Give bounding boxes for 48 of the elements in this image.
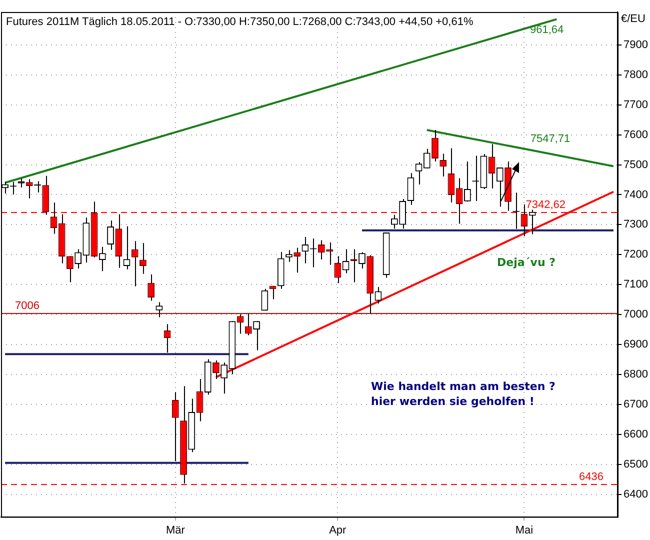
candlestick bbox=[123, 226, 130, 270]
annotation: Wie handelt man am besten ? bbox=[371, 380, 556, 393]
y-tick-label: 7800 bbox=[624, 68, 648, 81]
y-tick-label: 6500 bbox=[624, 458, 648, 470]
candlestick bbox=[164, 324, 171, 354]
y-tick-label: 7400 bbox=[624, 188, 648, 201]
x-tick-label: Mär bbox=[166, 524, 186, 536]
y-tick-label: 7900 bbox=[624, 38, 648, 51]
chart-title: Futures 2011M Täglich 18.05.2011 - O:7330,00 H:7350,00 L:7268,00 C:7343,00 +44,50 +0,61% bbox=[6, 16, 474, 28]
annotation: Deja´vu ? bbox=[497, 256, 556, 269]
y-tick-label: 6400 bbox=[624, 488, 648, 500]
candlestick bbox=[66, 256, 74, 283]
y-tick-label: 7200 bbox=[624, 248, 648, 261]
y-tick-label: 7000 bbox=[624, 308, 648, 321]
ref-line-label: 7342,62 bbox=[526, 199, 566, 212]
candlestick bbox=[496, 166, 504, 208]
y-tick-label: 6600 bbox=[624, 428, 648, 440]
candlestick bbox=[244, 313, 252, 336]
y-tick-label: 7100 bbox=[624, 278, 648, 291]
y-tick-label: 6900 bbox=[624, 338, 648, 351]
candlestick bbox=[156, 302, 163, 318]
annotation: 7547,71 bbox=[530, 132, 570, 145]
candlestick bbox=[148, 274, 155, 302]
candlestick bbox=[261, 288, 268, 312]
y-tick-label: 7300 bbox=[624, 218, 648, 231]
candlestick bbox=[399, 198, 406, 230]
candlestick bbox=[131, 240, 138, 287]
candlestick bbox=[440, 153, 447, 177]
candlestick bbox=[172, 392, 179, 462]
candlestick bbox=[432, 130, 438, 162]
y-axis-title: €/EU bbox=[621, 13, 646, 25]
candlestick bbox=[140, 242, 146, 274]
x-tick-label: Mai bbox=[515, 524, 534, 536]
annotation: hier werden sie geholfen ! bbox=[371, 395, 534, 408]
candlestick bbox=[407, 172, 414, 206]
candlestick bbox=[286, 250, 292, 262]
ref-line-label: 7006 bbox=[15, 300, 40, 312]
candlestick bbox=[294, 247, 301, 274]
candlestick bbox=[464, 160, 471, 202]
x-tick-label: Apr bbox=[329, 524, 347, 536]
ref-line-label: 6436 bbox=[579, 471, 604, 484]
y-tick-label: 6700 bbox=[624, 398, 648, 410]
y-tick-label: 7700 bbox=[624, 98, 648, 111]
y-tick-label: 6800 bbox=[624, 368, 648, 381]
y-tick-label: 7600 bbox=[624, 128, 648, 141]
y-tick-label: 7500 bbox=[624, 158, 648, 171]
candlestick bbox=[107, 220, 114, 250]
candlestick bbox=[34, 180, 41, 193]
